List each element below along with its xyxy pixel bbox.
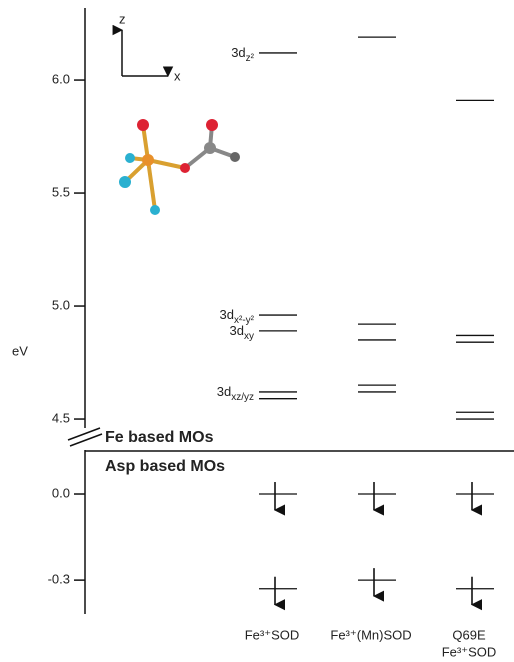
inset-label: z [119, 11, 126, 26]
level-label-main: 3d [230, 323, 244, 338]
category-label: Fe³⁺(Mn)SOD [330, 627, 411, 642]
level-label: 3dz² [231, 45, 254, 63]
axis-label: eV [12, 343, 28, 358]
axis-break [68, 428, 100, 440]
inset-label: x [174, 68, 181, 83]
panel-label: Asp based MOs [105, 458, 225, 475]
chart: eV Fe based MOs Asp based MOs z x 4.5 5.0… [0, 0, 514, 662]
level-label-sub: xy [244, 331, 254, 342]
level-label-main: 3d [220, 308, 234, 323]
y-tick-label: 0.0 [52, 485, 70, 500]
y-tick-label: 5.0 [52, 297, 70, 312]
category-label: Fe³⁺SOD [442, 644, 497, 659]
axis-break [70, 434, 102, 446]
level-label: 3dxz/yz [217, 384, 254, 402]
y-tick-label: 6.0 [52, 71, 70, 86]
level-label: 3dxy [230, 323, 254, 341]
category-label: Q69E [452, 627, 486, 642]
molecule [119, 119, 240, 215]
panel-label: Fe based MOs [105, 429, 214, 446]
category-label: Fe³⁺SOD [245, 627, 300, 642]
level-label-main: 3d [217, 384, 231, 399]
y-tick-label: 4.5 [52, 410, 70, 425]
level-label-sub: z² [246, 53, 255, 64]
y-tick-label: 5.5 [52, 184, 70, 199]
level-label-sub: xz/yz [231, 392, 254, 403]
y-tick-label: -0.3 [48, 572, 70, 587]
level-label-main: 3d [231, 45, 245, 60]
